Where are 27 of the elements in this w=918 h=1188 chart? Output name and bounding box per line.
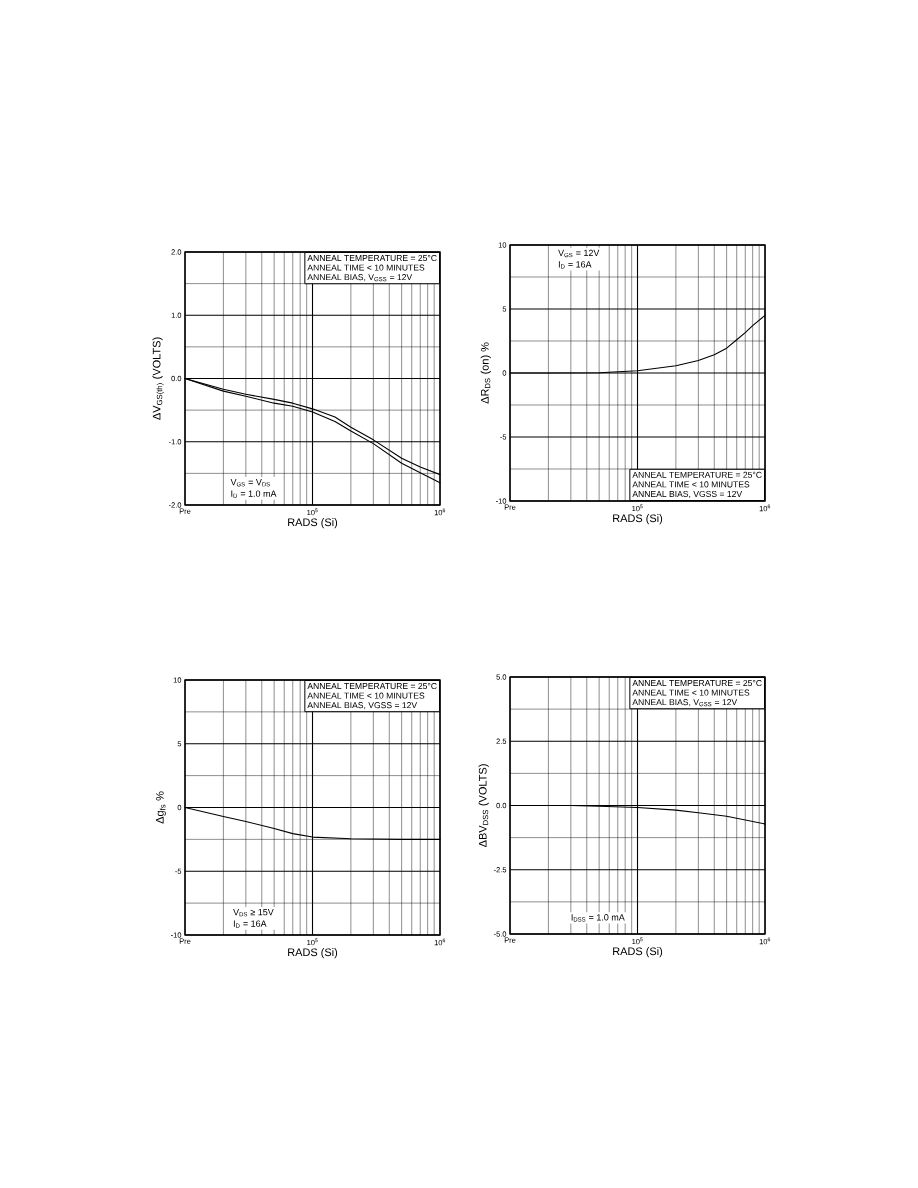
annotation: ANNEAL TIME < 10 MINUTES (307, 692, 425, 699)
y-axis-title: Δg$_{fs}$ % (155, 791, 166, 824)
annotation: ANNEAL TEMPERATURE = 25°C (307, 254, 437, 262)
annotation: I$_{D}$ = 16A (233, 920, 267, 928)
annotation: ANNEAL TEMPERATURE = 25°C (632, 679, 762, 687)
annotation: V$_{GS}$ = 12V (558, 249, 600, 258)
annotation: ANNEAL TIME < 10 MINUTES (632, 689, 750, 696)
annotation: I$_{DSS}$ = 1.0 mA (571, 914, 625, 922)
x-axis-title: RADS (Si) (288, 518, 338, 529)
annotation: I$_{D}$ = 1.0 mA (231, 490, 277, 498)
x-axis-title: RADS (Si) (613, 947, 663, 958)
annotation: ANNEAL BIAS, V$_{GSS}$ = 12V (307, 274, 413, 282)
x-axis-title: RADS (Si) (288, 948, 338, 959)
annotation: ANNEAL TEMPERATURE = 25°C (307, 682, 437, 690)
annotation: ANNEAL BIAS, V$_{GSS}$ = 12V (632, 699, 738, 707)
annotation: ANNEAL TIME < 10 MINUTES (307, 264, 425, 271)
annotation: ANNEAL BIAS, VGSS = 12V (307, 702, 418, 710)
annotation: ANNEAL BIAS, VGSS = 12V (632, 490, 743, 498)
x-axis-title: RADS (Si) (613, 514, 663, 525)
annotation: I$_{D}$ = 16A (558, 261, 592, 269)
annotation: ANNEAL TEMPERATURE = 25°C (632, 471, 762, 478)
annotation: ANNEAL TIME < 10 MINUTES (632, 481, 750, 488)
y-axis-title: ΔR$_{DS}$ (on) % (480, 342, 491, 404)
y-axis-title: ΔV$_{GS(th)}$ (VOLTS) (152, 337, 164, 420)
annotation: V$_{DS}$ ≥ 15V (233, 909, 274, 917)
y-axis-title: ΔBV$_{DSS}$ (VOLTS) (478, 764, 489, 847)
annotation: V$_{GS}$ = V$_{DS}$ (230, 479, 270, 487)
